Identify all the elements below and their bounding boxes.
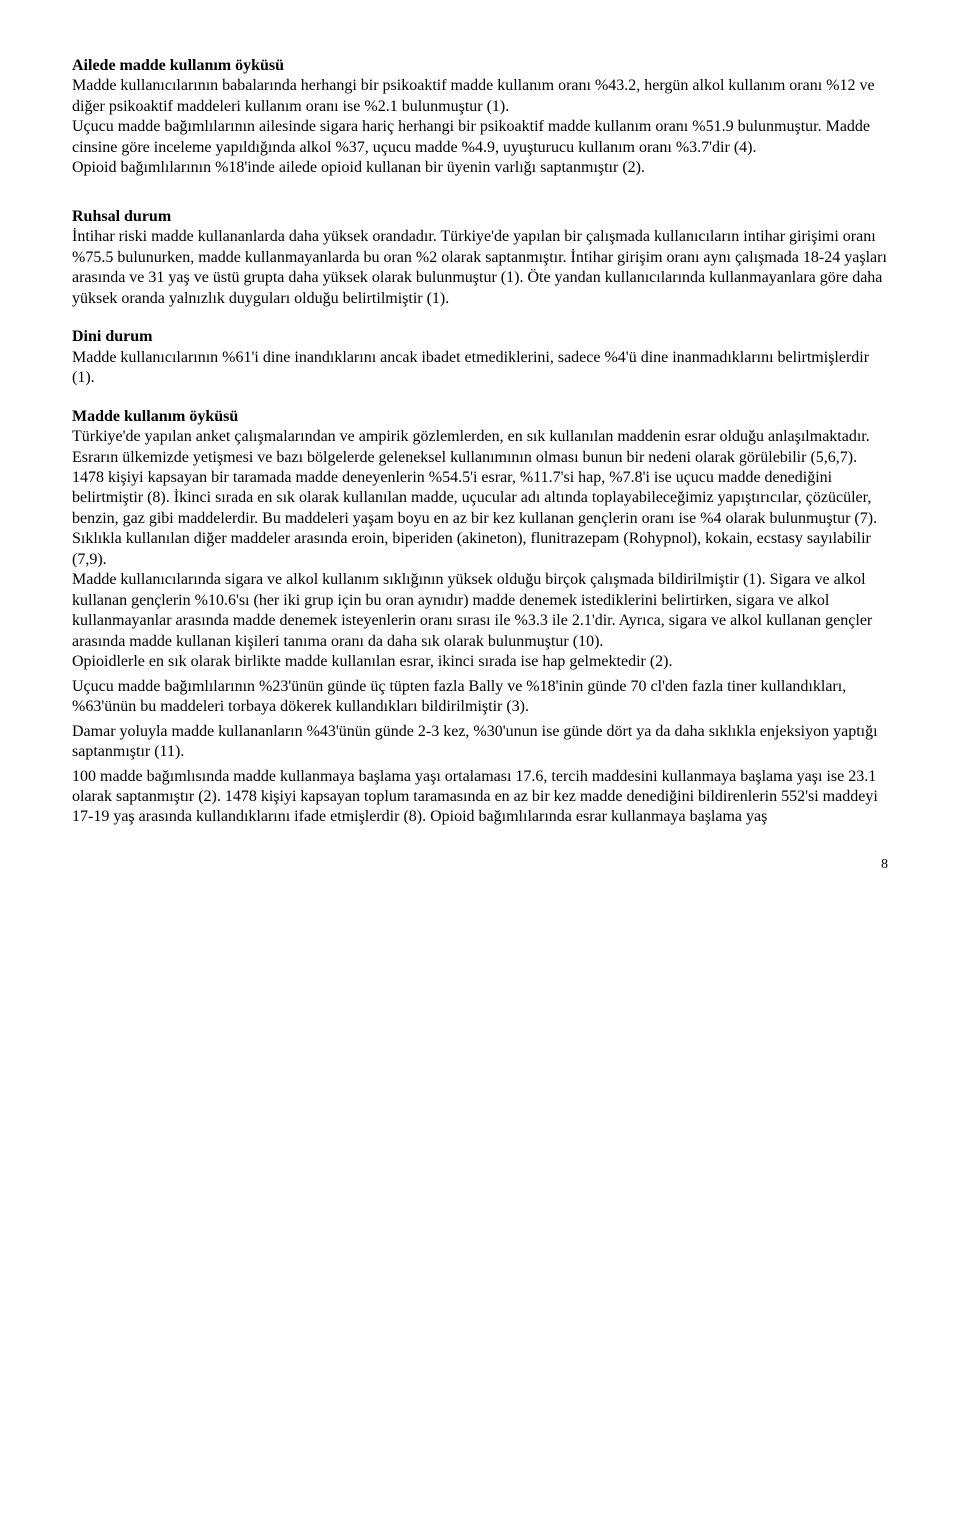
body-text: Damar yoluyla madde kullananların %43'ün… <box>72 722 888 763</box>
body-text: Madde kullanıcılarının babalarında herha… <box>72 76 888 117</box>
body-text: Opioidlerle en sık olarak birlikte madde… <box>72 652 888 672</box>
section-heading-ruhsal: Ruhsal durum <box>72 207 888 227</box>
body-text: 1478 kişiyi kapsayan bir taramada madde … <box>72 468 888 529</box>
body-text: Sıklıkla kullanılan diğer maddeler arası… <box>72 529 888 570</box>
body-text: 100 madde bağımlısında madde kullanmaya … <box>72 767 888 828</box>
body-text: Türkiye'de yapılan anket çalışmalarından… <box>72 427 888 468</box>
body-text: Madde kullanıcılarında sigara ve alkol k… <box>72 570 888 652</box>
section-heading-dini: Dini durum <box>72 327 888 347</box>
body-text: Madde kullanıcılarının %61'i dine inandı… <box>72 348 888 389</box>
body-text: Opioid bağımlılarının %18'inde ailede op… <box>72 158 888 178</box>
section-heading-madde: Madde kullanım öyküsü <box>72 407 888 427</box>
body-text: İntihar riski madde kullananlarda daha y… <box>72 227 888 309</box>
section-heading-ailede: Ailede madde kullanım öyküsü <box>72 56 888 76</box>
body-text: Uçucu madde bağımlılarının ailesinde sig… <box>72 117 888 158</box>
body-text: Uçucu madde bağımlılarının %23'ünün günd… <box>72 677 888 718</box>
page-number: 8 <box>72 856 888 874</box>
